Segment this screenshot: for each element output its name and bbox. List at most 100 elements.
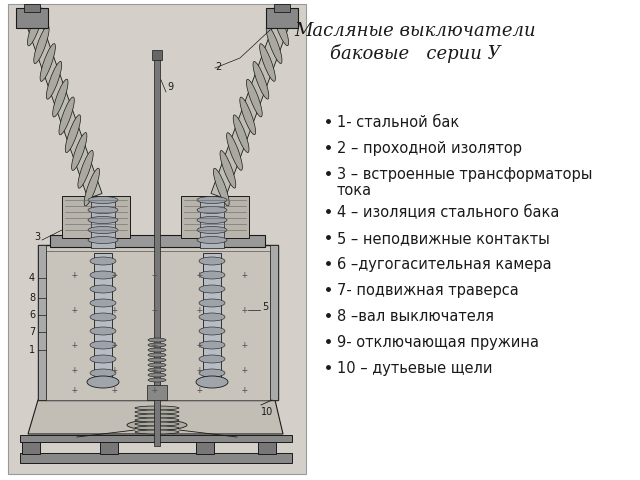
Ellipse shape [148,338,166,342]
Text: 10 – дутьевые щели: 10 – дутьевые щели [337,361,493,376]
Text: +: + [112,365,118,375]
Bar [154,56,160,446]
Ellipse shape [148,373,166,377]
Ellipse shape [148,358,166,362]
Text: +: + [242,365,248,375]
Ellipse shape [199,341,225,349]
Ellipse shape [199,313,225,321]
Text: 3 – встроенные трансформаторы: 3 – встроенные трансформаторы [337,167,593,182]
Text: +: + [152,365,158,375]
Ellipse shape [65,115,81,153]
Text: +: + [112,305,118,315]
Ellipse shape [196,376,228,388]
Ellipse shape [273,8,289,46]
Text: 2 – проходной изолятор: 2 – проходной изолятор [337,141,522,156]
Ellipse shape [199,355,225,363]
Text: тока: тока [337,183,372,198]
Bar [46,251,270,400]
Bar [38,245,278,400]
Text: 5 – неподвижные контакты: 5 – неподвижные контакты [337,231,550,246]
Text: +: + [72,340,78,350]
Ellipse shape [197,237,227,243]
Ellipse shape [52,79,68,117]
Ellipse shape [148,353,166,357]
Ellipse shape [266,26,282,63]
Ellipse shape [28,8,43,46]
Ellipse shape [148,348,166,352]
Text: +: + [72,305,78,315]
Bar [94,253,112,383]
Ellipse shape [46,61,61,99]
Text: 3: 3 [34,232,40,242]
Text: баковые   серии У: баковые серии У [330,44,500,63]
Text: Масляные выключатели: Масляные выключатели [294,22,536,40]
Ellipse shape [72,132,87,170]
Ellipse shape [40,44,56,82]
Ellipse shape [199,271,225,279]
Ellipse shape [90,313,116,321]
Text: 5: 5 [262,302,268,312]
Ellipse shape [90,327,116,335]
Text: +: + [152,305,158,315]
Ellipse shape [34,26,49,64]
Ellipse shape [213,168,229,206]
Bar [270,245,278,400]
Ellipse shape [88,216,118,224]
Polygon shape [25,15,102,199]
Ellipse shape [87,376,119,388]
Ellipse shape [148,368,166,372]
Text: 1- стальной бак: 1- стальной бак [337,115,460,130]
Ellipse shape [90,257,116,265]
Bar [274,4,290,12]
Text: 4: 4 [29,273,35,283]
Bar [152,50,162,60]
Ellipse shape [227,132,243,170]
Text: +: + [72,365,78,375]
Ellipse shape [199,369,225,377]
Ellipse shape [197,216,227,224]
Ellipse shape [199,299,225,307]
Bar [50,235,265,247]
Ellipse shape [90,355,116,363]
Text: +: + [112,385,118,395]
Ellipse shape [197,227,227,233]
Bar [20,435,292,442]
Polygon shape [28,400,283,434]
Text: +: + [112,340,118,350]
Text: +: + [152,270,158,280]
Ellipse shape [127,420,187,430]
Bar [20,453,292,463]
Ellipse shape [88,196,118,204]
Bar [62,196,130,238]
Text: +: + [197,305,203,315]
Ellipse shape [220,151,236,188]
Bar [24,4,40,12]
Text: +: + [152,385,158,395]
Ellipse shape [90,285,116,293]
Bar [181,196,249,238]
Ellipse shape [90,271,116,279]
Ellipse shape [88,237,118,243]
Ellipse shape [135,418,179,422]
Bar [38,245,46,400]
Ellipse shape [135,406,179,410]
Text: +: + [242,340,248,350]
Text: +: + [197,385,203,395]
Ellipse shape [233,115,249,153]
Bar [196,438,214,454]
Text: 7- подвижная траверса: 7- подвижная траверса [337,283,519,298]
Ellipse shape [148,343,166,347]
Ellipse shape [197,206,227,214]
Text: 6: 6 [29,310,35,320]
Ellipse shape [199,257,225,265]
Ellipse shape [197,196,227,204]
Ellipse shape [90,341,116,349]
Text: 7: 7 [29,327,35,337]
Text: 6 –дугогасительная камера: 6 –дугогасительная камера [337,257,552,272]
Text: 9: 9 [167,82,173,92]
Ellipse shape [135,430,179,434]
Bar [147,385,167,400]
Text: 8 –вал выключателя: 8 –вал выключателя [337,309,494,324]
Text: +: + [197,340,203,350]
Ellipse shape [246,79,262,117]
